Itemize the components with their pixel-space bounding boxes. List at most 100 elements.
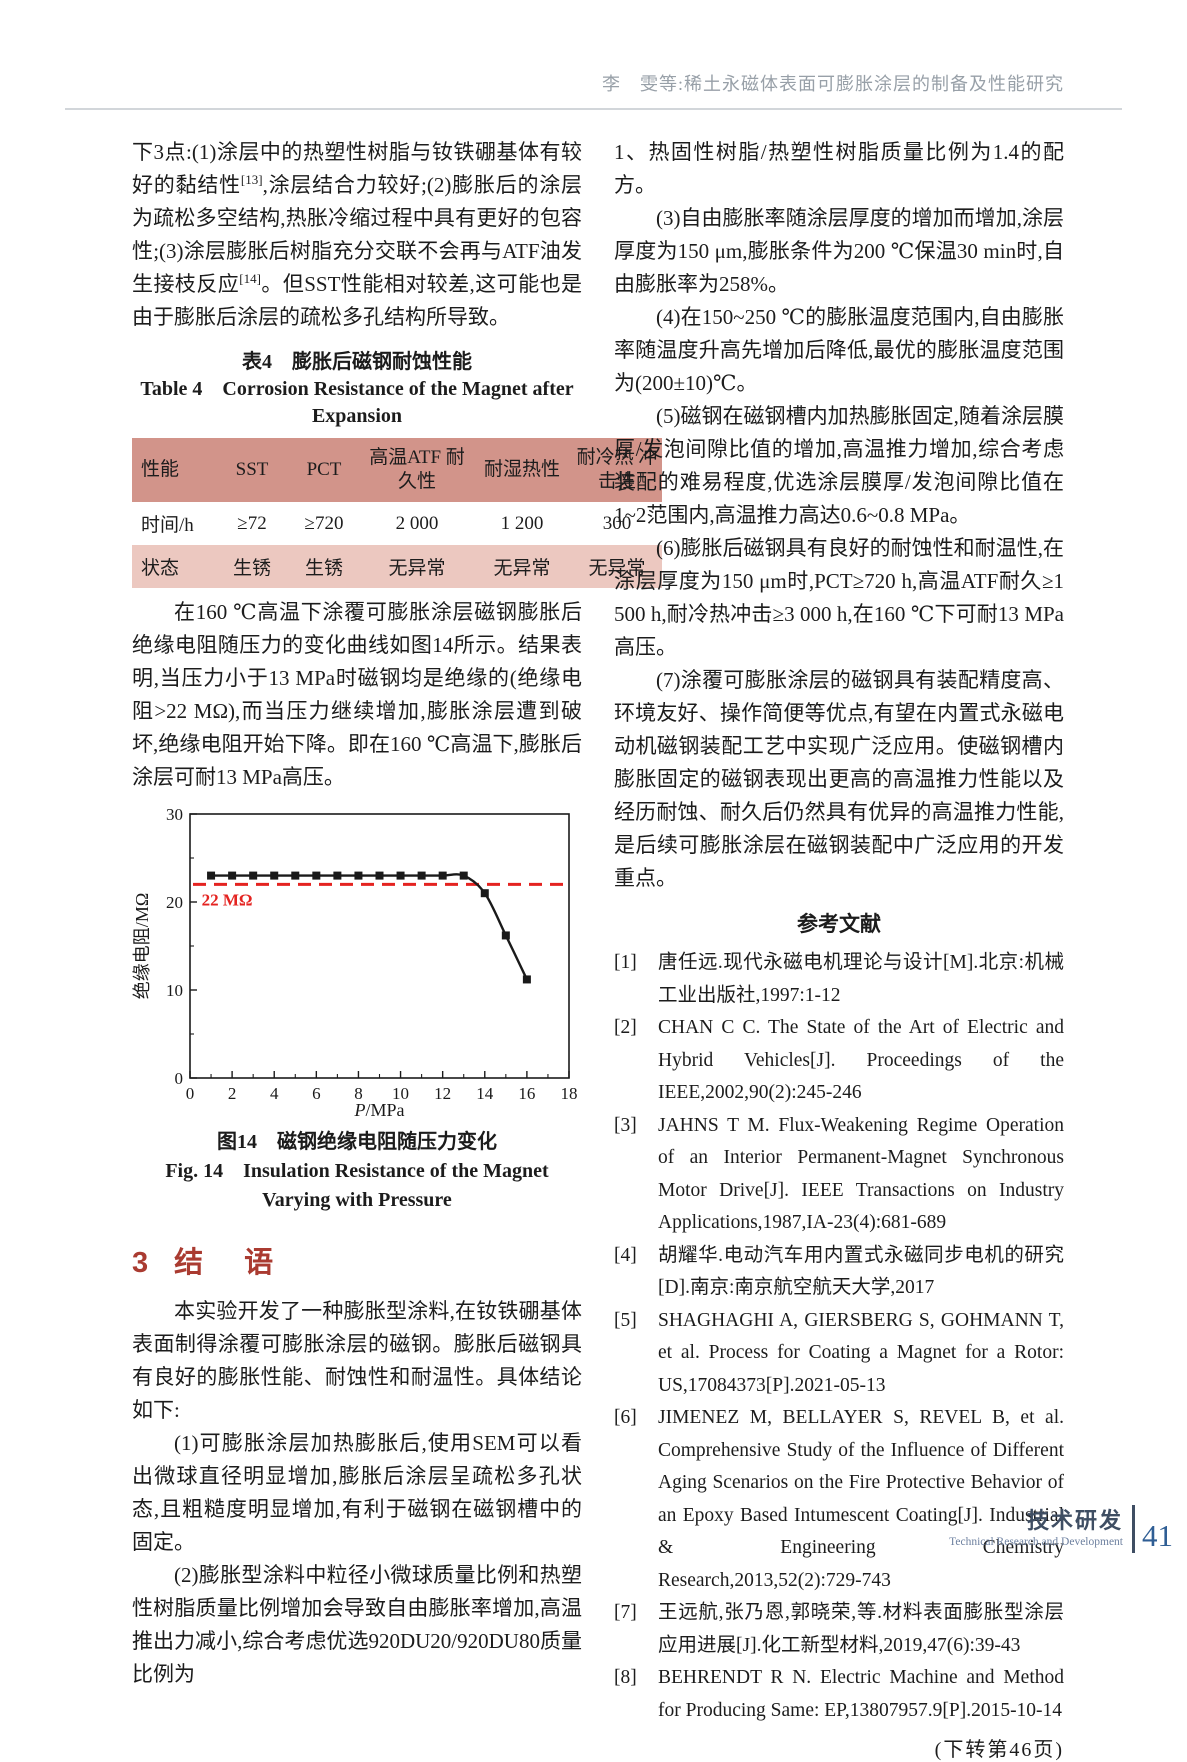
svg-text:绝缘电阻/MΩ: 绝缘电阻/MΩ <box>132 893 152 999</box>
reference-item: [5] SHAGHAGHI A, GIERSBERG S, GOHMANN T,… <box>614 1305 1064 1403</box>
section-heading-conclusion: 3 结 语 <box>132 1239 582 1281</box>
reference-item: [8] BEHRENDT R N. Electric Machine and M… <box>614 1662 1064 1727</box>
body-paragraph: (6)膨胀后磁钢具有良好的耐蚀性和耐温性,在涂层厚度为150 μm时,PCT≥7… <box>614 536 1064 659</box>
svg-text:6: 6 <box>312 1084 321 1103</box>
body-paragraph-continuation: 下3点:(1)涂层中的热塑性树脂与钕铁硼基体有较好的黏结性[13],涂层结合力较… <box>132 136 582 334</box>
svg-text:12: 12 <box>434 1084 451 1103</box>
svg-text:0: 0 <box>175 1069 184 1088</box>
svg-text:14: 14 <box>476 1084 494 1103</box>
reference-item: [6] JIMENEZ M, BELLAYER S, REVEL B, et a… <box>614 1402 1064 1597</box>
reference-text: 胡耀华.电动汽车用内置式永磁同步电机的研究[D].南京:南京航空航天大学,201… <box>658 1244 1064 1299</box>
table-cell: 1 200 <box>500 512 544 534</box>
running-title: 李 雯等:稀土永磁体表面可膨胀涂层的制备及性能研究 <box>602 74 1064 94</box>
svg-text:10: 10 <box>392 1084 409 1103</box>
table-cell: 无异常 <box>572 545 662 588</box>
page-footer: 技术研发 Technical Research and Development … <box>949 1504 1173 1554</box>
reference-text: CHAN C C. The State of the Art of Electr… <box>658 1017 1064 1103</box>
reference-number: [3] <box>614 1114 637 1136</box>
reference-item: [7] 王远航,张乃恩,郭晓荣,等.材料表面膨胀型涂层应用进展[J].化工新型材… <box>614 1597 1064 1662</box>
reference-number: [1] <box>614 952 637 973</box>
table-cell: 时间/h <box>141 515 194 536</box>
section-title: 结 语 <box>174 1247 280 1279</box>
svg-text:4: 4 <box>270 1084 279 1103</box>
svg-text:18: 18 <box>561 1084 578 1103</box>
reference-number: [6] <box>614 1407 637 1428</box>
table-cell: 无异常 <box>472 545 572 588</box>
body-paragraph: (5)磁钢在磁钢槽内加热膨胀固定,随着涂层膜厚/发泡间隙比值的增加,高温推力增加… <box>614 404 1064 527</box>
reference-item: [3] JAHNS T M. Flux-Weakening Regime Ope… <box>614 1110 1064 1240</box>
table-cell: 状态 <box>132 545 218 588</box>
reference-text: SHAGHAGHI A, GIERSBERG S, GOHMANN T, et … <box>658 1309 1064 1396</box>
page-content: 下3点:(1)涂层中的热塑性树脂与钕铁硼基体有较好的黏结性[13],涂层结合力较… <box>132 136 1064 1762</box>
figure-caption-en: Fig. 14 Insulation Resistance of the Mag… <box>165 1160 549 1211</box>
footer-section-zh: 技术研发 <box>1026 1508 1123 1533</box>
body-paragraph-continuation: 1、热固性树脂/热塑性树脂质量比例为1.4的配方。 <box>614 140 1064 197</box>
footer-labels: 技术研发 Technical Research and Development <box>949 1508 1123 1550</box>
p1-segment: 下3点:(1)涂层中的热塑性树脂与钕铁硼基体有较好的黏结性 <box>132 140 582 197</box>
reference-number: [4] <box>614 1244 637 1266</box>
body-paragraph: 在160 ℃高温下涂覆可膨胀涂层磁钢膨胀后绝缘电阻随压力的变化曲线如图14所示。… <box>132 600 582 789</box>
reference-number: [2] <box>614 1017 637 1038</box>
body-paragraph: (4)在150~250 ℃的膨胀温度范围内,自由膨胀率随温度升高先增加后降低,最… <box>614 305 1064 395</box>
body-paragraph: (2)膨胀型涂料中粒径小微球质量比例和热塑性树脂质量比例增加会导致自由膨胀率增加… <box>132 1563 582 1686</box>
table-header-cell: 耐湿热性 <box>472 438 572 502</box>
reference-item: [4] 胡耀华.电动汽车用内置式永磁同步电机的研究[D].南京:南京航空航天大学… <box>614 1240 1064 1305</box>
table-row: 时间/h ≥72 ≥720 2 000 1 200 300 <box>132 502 662 545</box>
svg-text:2: 2 <box>228 1084 237 1103</box>
citation-superscript: [14] <box>239 271 261 286</box>
table-caption-en: Table 4 Corrosion Resistance of the Magn… <box>140 378 574 427</box>
svg-text:P/MPa: P/MPa <box>353 1100 404 1120</box>
body-paragraph: (1)可膨胀涂层加热膨胀后,使用SEM可以看出微球直径明显增加,膨胀后涂层呈疏松… <box>132 1431 582 1554</box>
footer-divider <box>1132 1505 1135 1553</box>
table-header-row: 性能 SST PCT 高温ATF 耐久性 耐湿热性 耐冷热 冲击性 <box>132 438 662 502</box>
table-header-cell: PCT <box>286 438 362 502</box>
table-cell: 无异常 <box>362 545 472 588</box>
reference-text: JAHNS T M. Flux-Weakening Regime Operati… <box>658 1114 1064 1234</box>
table-header-cell: 性能 <box>132 438 218 502</box>
svg-text:16: 16 <box>518 1084 535 1103</box>
corrosion-resistance-table: 性能 SST PCT 高温ATF 耐久性 耐湿热性 耐冷热 冲击性 时间/h ≥… <box>132 438 662 588</box>
svg-text:8: 8 <box>354 1084 363 1103</box>
table-header-cell: 耐冷热 冲击性 <box>572 438 662 502</box>
table-cell: 2 000 <box>395 512 439 534</box>
citation-superscript: [13] <box>240 172 263 187</box>
body-paragraph: (3)自由膨胀率随涂层厚度的增加而增加,涂层厚度为150 μm,膨胀条件为200… <box>614 206 1064 296</box>
footer-section-en: Technical Research and Development <box>949 1536 1123 1548</box>
reference-text: JIMENEZ M, BELLAYER S, REVEL B, et al. C… <box>658 1407 1064 1591</box>
svg-text:0: 0 <box>186 1084 195 1103</box>
reference-item: [2] CHAN C C. The State of the Art of El… <box>614 1012 1064 1110</box>
table-row: 状态 生锈 生锈 无异常 无异常 无异常 <box>132 545 662 588</box>
insulation-resistance-chart: 0 2 4 6 8 10 12 14 16 18 0 10 20 30 22 MΩ P/MPa 绝缘电阻/MΩ <box>132 805 578 1120</box>
table-header-cell: SST <box>218 438 286 502</box>
svg-text:10: 10 <box>166 981 183 1000</box>
table-cell: 生锈 <box>218 545 286 588</box>
section-number: 3 <box>132 1247 149 1279</box>
reference-number: [8] <box>614 1667 637 1688</box>
p1-segment: 。但SST性能相对较差,这可能也是由于膨胀后涂层的疏松多孔结构所导致。 <box>132 272 583 329</box>
svg-text:22 MΩ: 22 MΩ <box>202 891 253 910</box>
reference-text: 唐任远.现代永磁电机理论与设计[M].北京:机械工业出版社,1997:1-12 <box>658 952 1064 1006</box>
p1-segment: ,涂层结合力较好;(2)膨胀后的涂层为疏松多空结构,热胀冷缩过程中具有更好的包容… <box>132 173 583 296</box>
body-paragraph: (7)涂覆可膨胀涂层的磁钢具有装配精度高、环境友好、操作简便等优点,有望在内置式… <box>614 668 1064 890</box>
reference-text: 王远航,张乃恩,郭晓荣,等.材料表面膨胀型涂层应用进展[J].化工新型材料,20… <box>658 1602 1064 1656</box>
page-number: 41 <box>1142 1518 1173 1553</box>
reference-number: [5] <box>614 1309 637 1331</box>
figure-caption-zh: 图14 磁钢绝缘电阻随压力变化 <box>217 1131 497 1153</box>
figure-14: 0 2 4 6 8 10 12 14 16 18 0 10 20 30 22 MΩ P/MPa 绝缘电阻/MΩ … <box>132 804 582 1215</box>
reference-text: BEHRENDT R N. Electric Machine and Metho… <box>658 1667 1064 1721</box>
table-cell: 300 <box>602 512 632 534</box>
table-caption-zh: 表4 膨胀后磁钢耐蚀性能 <box>242 351 472 373</box>
reference-item: [1] 唐任远.现代永磁电机理论与设计[M].北京:机械工业出版社,1997:1… <box>614 947 1064 1012</box>
table-cell: ≥72 <box>237 512 267 534</box>
table-cell: ≥720 <box>304 512 344 534</box>
references-heading: 参考文献 <box>797 912 881 936</box>
svg-text:20: 20 <box>166 893 183 912</box>
svg-text:30: 30 <box>166 805 183 824</box>
right-column: 1、热固性树脂/热塑性树脂质量比例为1.4的配方。 (3)自由膨胀率随涂层厚度的… <box>614 136 1064 1762</box>
table-header-cell: 高温ATF 耐久性 <box>362 438 472 502</box>
reference-number: [7] <box>614 1602 637 1623</box>
table-cell: 生锈 <box>286 545 362 588</box>
continuation-note: (下转第46页) <box>934 1739 1064 1761</box>
left-column: 下3点:(1)涂层中的热塑性树脂与钕铁硼基体有较好的黏结性[13],涂层结合力较… <box>132 136 662 1762</box>
body-paragraph: 本实验开发了一种膨胀型涂料,在钕铁硼基体表面制得涂覆可膨胀涂层的磁钢。膨胀后磁钢… <box>132 1299 582 1422</box>
